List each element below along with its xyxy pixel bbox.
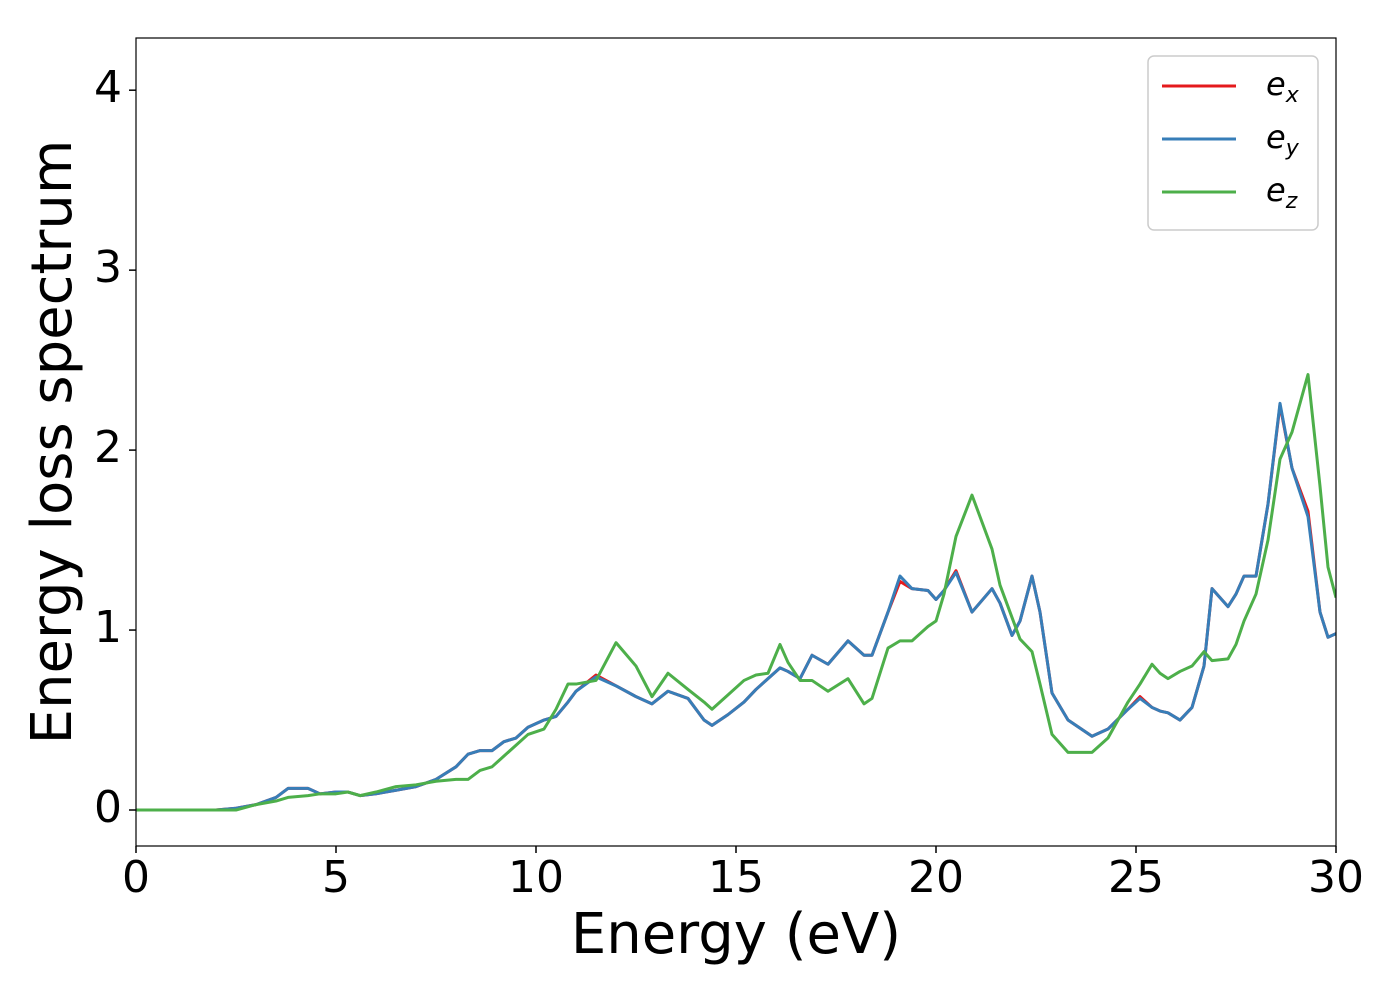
data-line xyxy=(136,403,1336,812)
legend-box xyxy=(1147,55,1319,231)
y-tick-label: 1 xyxy=(94,602,122,653)
x-tick-label: 15 xyxy=(708,852,764,903)
data-line xyxy=(136,373,1336,812)
x-tick-label: 25 xyxy=(1108,852,1164,903)
plot-frame xyxy=(135,37,1337,847)
x-tick-label: 5 xyxy=(322,852,350,903)
legend-label: ey xyxy=(1266,118,1300,161)
legend-label: ex xyxy=(1266,65,1300,108)
data-line xyxy=(136,401,1336,812)
y-tick-label: 4 xyxy=(94,62,122,113)
x-tick-label: 20 xyxy=(908,852,964,903)
x-axis-label: Energy (eV) xyxy=(571,902,901,967)
x-tick-label: 10 xyxy=(508,852,564,903)
legend-label: ez xyxy=(1266,171,1298,214)
y-axis-label: Energy loss spectrum xyxy=(20,140,85,745)
y-tick-label: 0 xyxy=(94,782,122,833)
y-tick-label: 2 xyxy=(94,422,122,473)
y-tick-label: 3 xyxy=(94,242,122,293)
x-tick-label: 30 xyxy=(1308,852,1364,903)
x-tick-label: 0 xyxy=(122,852,150,903)
